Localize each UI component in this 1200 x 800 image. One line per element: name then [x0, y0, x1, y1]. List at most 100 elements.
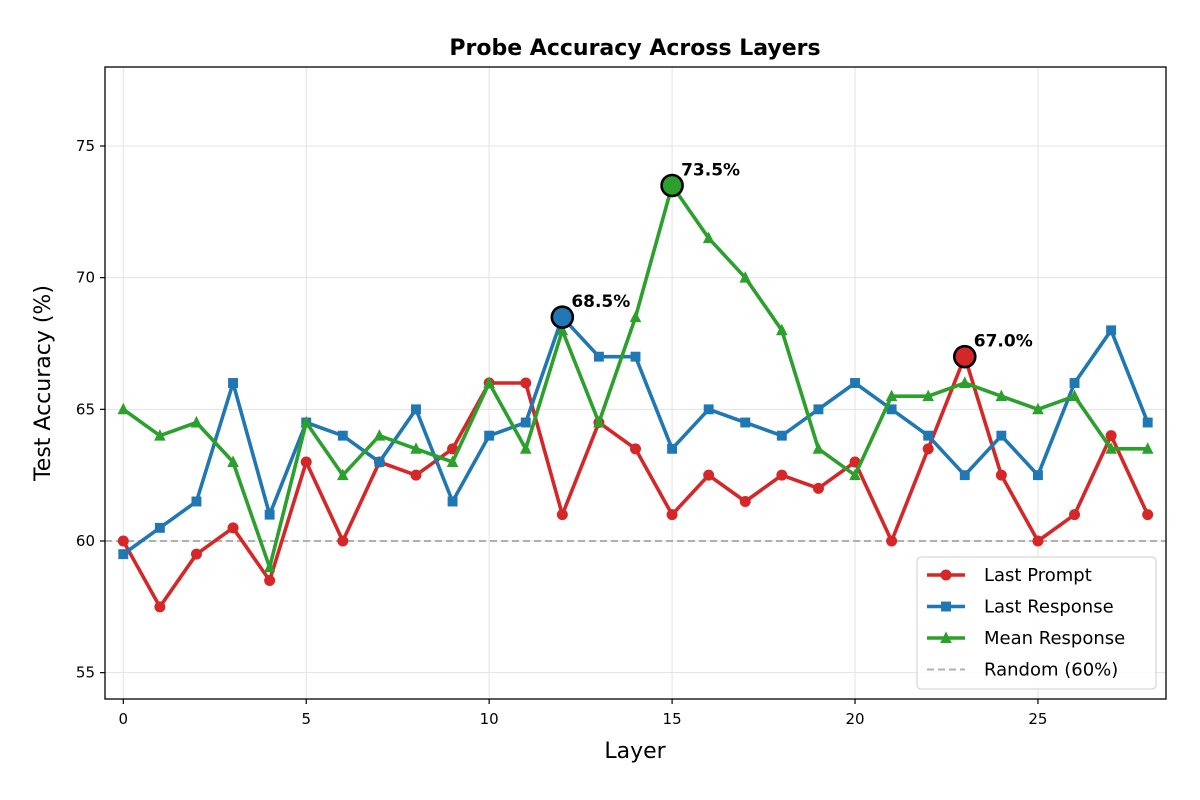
plot-area-frame: [104, 66, 1167, 700]
last-prompt-point: [264, 575, 276, 586]
last-response-point: [337, 430, 348, 441]
legend-box: [916, 556, 1157, 690]
y-axis-label: Test Accuracy (%): [31, 285, 56, 482]
mean-response-point: [812, 442, 825, 454]
last-prompt-point: [995, 469, 1007, 481]
last-prompt-point: [922, 443, 934, 455]
last-prompt-point: [703, 469, 715, 481]
x-tick-label: 15: [663, 710, 682, 728]
last-response-point: [118, 549, 129, 560]
mean-response-point: [519, 442, 532, 454]
x-tick-label: 0: [119, 710, 129, 728]
mean-response-point: [190, 415, 203, 428]
last-prompt-point: [227, 522, 239, 534]
x-tick-label: 5: [301, 710, 311, 728]
last-prompt-point: [520, 377, 532, 389]
legend-item-last-prompt: Last Prompt: [927, 565, 1092, 586]
last-response-point: [1032, 470, 1043, 481]
last-prompt-point: [556, 509, 568, 521]
mean-response-point: [1105, 442, 1117, 454]
x-axis-label: Layer: [604, 739, 666, 764]
last-response-point: [1106, 325, 1117, 336]
legend-item-random-60: Random (60%): [927, 660, 1118, 681]
last-response-point: [1069, 378, 1080, 388]
peak-point-marker: [952, 344, 977, 369]
x-tick-label: 25: [1028, 710, 1047, 728]
mean-response-point: [1032, 402, 1044, 415]
last-response-point: [776, 430, 787, 441]
legend-marker: [940, 569, 952, 581]
mean-response-point: [154, 429, 166, 441]
last-response-point: [959, 470, 970, 481]
mean-response-point: [776, 323, 788, 336]
last-response-point: [154, 522, 165, 533]
peak-value-label: 67.0%: [974, 332, 1033, 352]
last-response-point: [228, 378, 239, 388]
last-response-point: [667, 443, 678, 454]
x-axis-ticks: 0 5 10 15 20 25: [119, 699, 1047, 728]
last-prompt-point: [739, 496, 751, 507]
legend-label: Last Prompt: [984, 565, 1092, 586]
legend-label: Random (60%): [984, 660, 1118, 681]
last-prompt-point: [776, 469, 788, 481]
last-response-point: [850, 378, 860, 388]
mean-response-point: [373, 429, 386, 441]
last-response-point: [593, 351, 604, 362]
last-prompt-point: [886, 535, 898, 547]
peak-value-label: 73.5%: [681, 161, 740, 181]
last-prompt-point: [812, 482, 824, 494]
legend-item-mean-response: Mean Response: [927, 628, 1125, 649]
mean-response-point: [995, 389, 1008, 402]
last-response-point: [703, 404, 714, 415]
last-response-point: [1142, 417, 1153, 428]
last-response-point: [374, 457, 385, 467]
legend: Last Prompt Last Response Mean Response Ran…: [916, 556, 1157, 690]
last-prompt-point: [190, 548, 202, 560]
last-prompt-point: [630, 443, 641, 455]
legend-marker: [941, 601, 951, 612]
mean-response-point: [1068, 389, 1081, 402]
last-prompt-point: [117, 535, 129, 547]
last-prompt-point: [154, 601, 166, 613]
x-tick-label: 20: [845, 710, 864, 728]
mean-response-point: [922, 389, 934, 402]
last-response-point: [264, 509, 275, 520]
mean-response-point: [849, 468, 861, 481]
last-response-point: [447, 496, 458, 507]
annotations-group: 68.5% 73.5% 67.0%: [550, 161, 1033, 369]
last-response-point: [813, 404, 824, 415]
legend-label: Mean Response: [984, 628, 1125, 649]
mean-response-point: [300, 415, 312, 428]
last-response-point: [740, 417, 751, 428]
last-prompt-point: [410, 469, 422, 481]
last-response-point: [996, 430, 1007, 441]
last-response-point: [411, 404, 421, 415]
last-response-point: [630, 351, 641, 362]
y-tick-label: 65: [76, 400, 95, 418]
last-response-point: [484, 430, 495, 441]
y-axis-ticks: 55 60 65 70 75: [76, 137, 105, 682]
legend-marker: [940, 631, 952, 643]
last-response-point: [923, 430, 934, 441]
last-prompt-point: [849, 456, 861, 468]
last-response-point: [191, 496, 202, 507]
mean-response-point: [446, 455, 459, 467]
mean-response-point: [702, 231, 715, 244]
mean-response-point: [556, 323, 569, 336]
last-prompt-point: [1105, 430, 1117, 442]
mean-response-point: [117, 402, 130, 415]
mean-response-point: [263, 560, 276, 573]
mean-response-point: [629, 310, 642, 323]
peak-value-label: 68.5%: [571, 292, 630, 312]
x-tick-label: 10: [480, 710, 499, 728]
mean-response-point: [959, 376, 971, 388]
mean-response-point: [1141, 442, 1154, 454]
mean-response-point: [739, 271, 752, 283]
y-tick-label: 70: [76, 269, 95, 287]
y-tick-label: 60: [76, 532, 95, 550]
last-prompt-point: [447, 443, 459, 455]
mean-response-point: [885, 389, 898, 402]
series-mean-response: [117, 178, 1154, 573]
last-response-point: [520, 417, 531, 428]
